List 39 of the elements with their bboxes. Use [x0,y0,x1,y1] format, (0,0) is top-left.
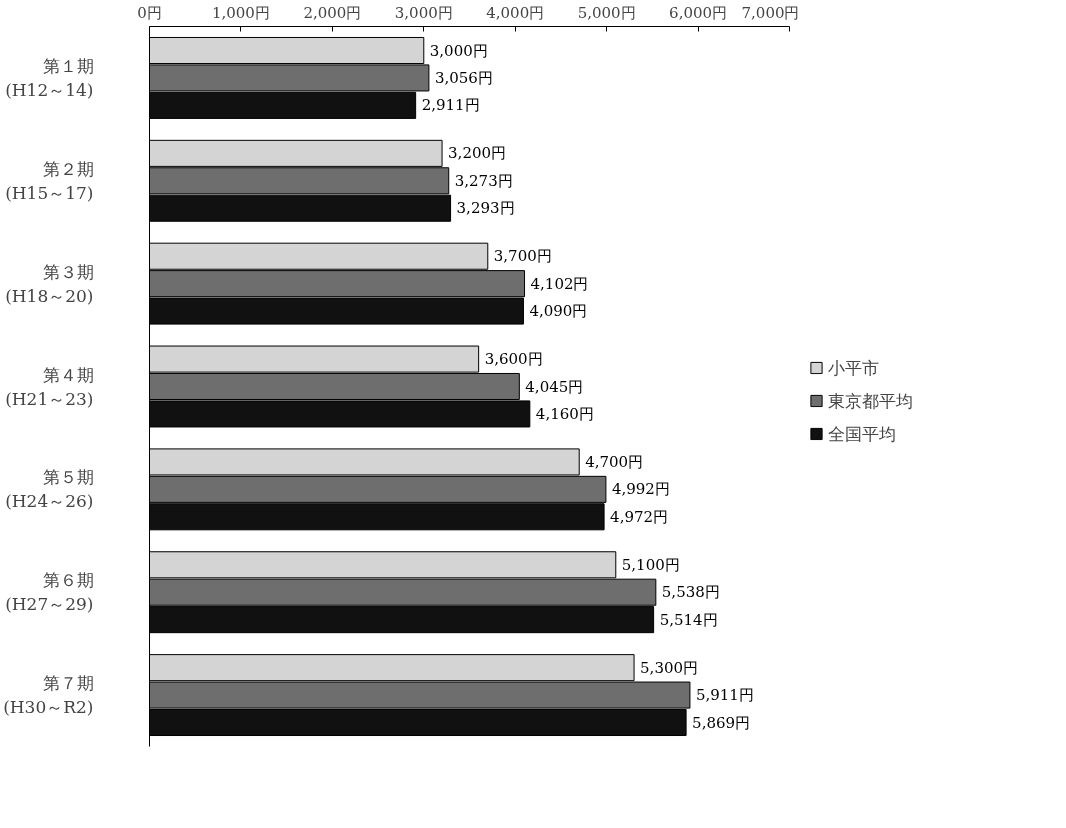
y-tick-label: 第４期 (H21～23) [5,364,94,409]
x-tick-label: 1,000円 [211,3,270,22]
data-label: 4,992円 [611,480,670,499]
data-label: 3,200円 [448,144,507,163]
x-tick-label: 5,000円 [577,3,636,22]
legend-label: 小平市 [828,356,879,379]
data-label: 3,056円 [434,68,493,87]
data-label: 5,538円 [661,583,720,602]
data-label: 4,160円 [535,404,594,423]
data-label: 4,045円 [525,377,584,396]
x-tick-label: 4,000円 [486,3,545,22]
y-tick-label: 第７期 (H30～R2) [3,673,94,718]
data-label: 2,911円 [421,96,480,115]
x-tick-label: 6,000円 [669,3,728,22]
y-tick-label: 第５期 (H24～26) [5,467,94,512]
x-tick-label: 2,000円 [303,3,362,22]
y-tick-label: 第３期 (H18～20) [5,261,94,306]
legend-label: 東京都平均 [828,389,913,412]
data-label: 5,514円 [659,610,718,629]
data-label: 4,700円 [585,452,644,471]
data-label: 3,700円 [493,247,552,266]
y-tick-label: 第２期 (H15～17) [5,158,94,203]
data-label: 3,293円 [456,199,515,218]
x-tick-label: 3,000円 [394,3,453,22]
y-tick-label: 第６期 (H27～29) [5,570,94,615]
data-label: 5,911円 [695,686,754,705]
data-label: 5,869円 [692,713,751,732]
data-label: 4,090円 [529,302,588,321]
data-label: 4,972円 [610,507,669,526]
x-tick-label: 7,000円 [741,3,800,22]
data-label: 5,300円 [640,658,699,677]
data-label: 4,102円 [530,274,589,293]
legend-label: 全国平均 [828,422,896,445]
y-tick-label: 第１期 (H12～14) [5,55,94,100]
x-tick-label: 0円 [137,3,162,22]
data-label: 5,100円 [621,555,680,574]
data-label: 3,000円 [429,41,488,60]
data-label: 3,273円 [454,171,513,190]
data-label: 3,600円 [484,350,543,369]
